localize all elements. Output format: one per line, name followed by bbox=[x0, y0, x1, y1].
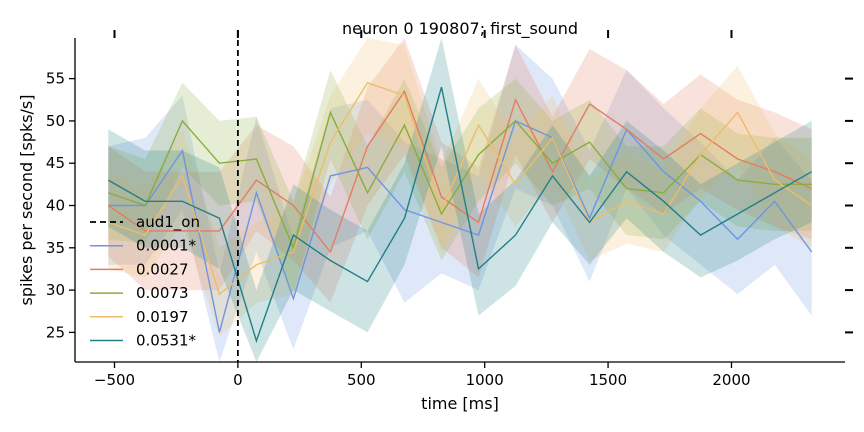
y-axis-label: spikes per second [spks/s] bbox=[17, 94, 36, 305]
x-axis-label: time [ms] bbox=[421, 394, 499, 413]
legend-label-aud1-on: aud1_on bbox=[136, 213, 200, 232]
x-tick-label: 2000 bbox=[712, 371, 750, 389]
y-tick-label: 50 bbox=[46, 112, 65, 130]
band-series-0-0073 bbox=[108, 70, 812, 295]
x-tick-label: 500 bbox=[347, 371, 376, 389]
y-tick-label: 45 bbox=[46, 154, 65, 172]
x-ticks: −500 0 500 1000 1500 2000 bbox=[94, 30, 751, 389]
series-lines bbox=[107, 81, 813, 344]
x-tick-label: 1500 bbox=[589, 371, 627, 389]
y-tick-label: 55 bbox=[46, 70, 65, 88]
x-tick-label: 0 bbox=[233, 371, 243, 389]
x-tick-label: 1000 bbox=[466, 371, 504, 389]
line-series-0-0027 bbox=[107, 89, 812, 254]
chart-title: neuron 0 190807; first_sound bbox=[342, 19, 578, 39]
y-tick-label: 30 bbox=[46, 281, 65, 299]
legend-label-0-0001: 0.0001* bbox=[136, 237, 196, 255]
band-series-0-0001 bbox=[108, 44, 812, 363]
line-series-0-0073 bbox=[108, 110, 812, 250]
band-series-0-0027 bbox=[108, 38, 812, 303]
legend-label-0-0531: 0.0531* bbox=[136, 332, 196, 350]
y-tick-label: 25 bbox=[46, 323, 65, 341]
y-tick-label: 40 bbox=[46, 196, 65, 214]
legend-label-0-0197: 0.0197 bbox=[136, 308, 189, 326]
axes bbox=[74, 38, 845, 363]
y-tick-label: 35 bbox=[46, 239, 65, 257]
line-series-0-0001 bbox=[108, 119, 813, 333]
y-ticks: 25 30 35 40 45 50 55 bbox=[46, 70, 853, 341]
legend-label-0-0073: 0.0073 bbox=[136, 284, 189, 302]
x-tick-label: −500 bbox=[94, 371, 135, 389]
band-series-0-0531 bbox=[108, 38, 812, 362]
legend-label-0-0027: 0.0027 bbox=[136, 260, 189, 278]
legend: aud1_on 0.0001* 0.0027 0.0073 0.0197 0.0531* bbox=[90, 213, 200, 350]
confidence-bands bbox=[108, 38, 812, 363]
line-series-0-0197 bbox=[108, 81, 813, 296]
line-series-0-0531 bbox=[107, 86, 813, 344]
